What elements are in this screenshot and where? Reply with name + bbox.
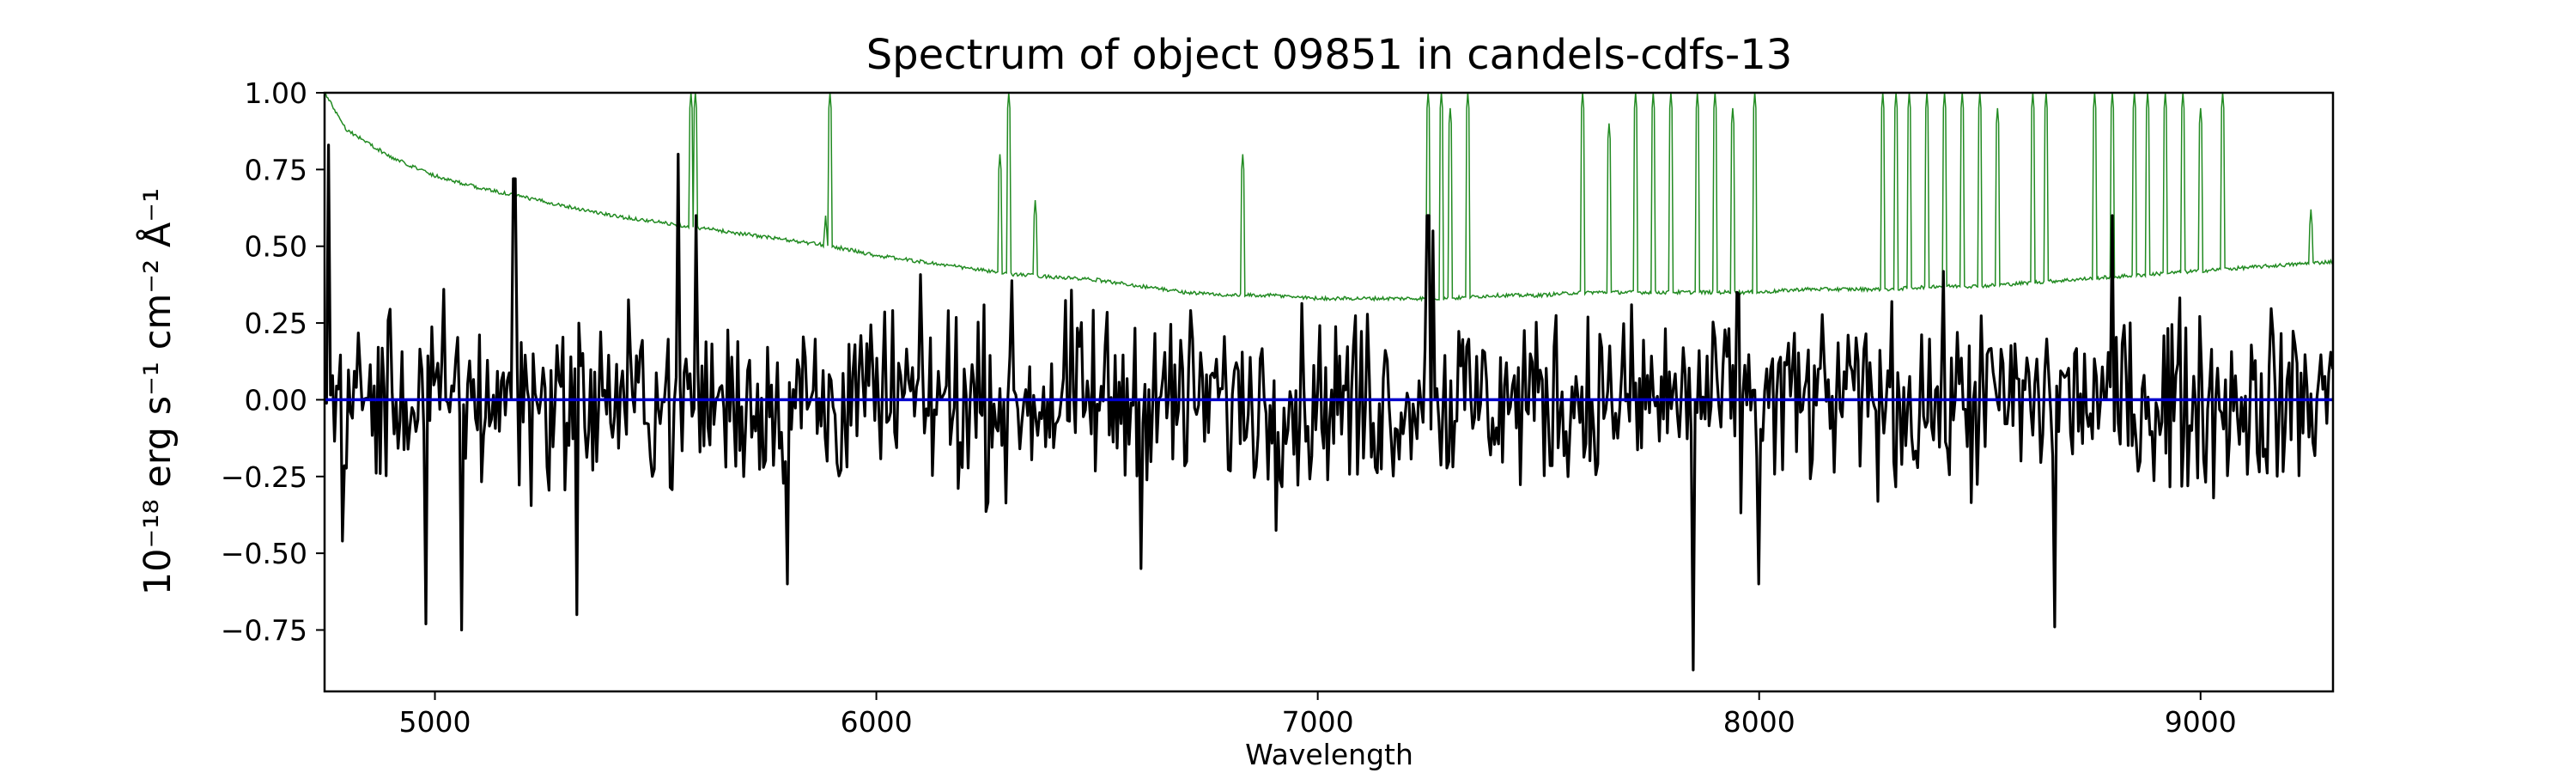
y-tick-label: 0.50 [245,230,307,264]
x-tick-label: 6000 [841,705,913,739]
x-tick-label: 9000 [2165,705,2237,739]
y-tick-label: 0.00 [245,383,307,417]
y-tick-label: 0.75 [245,153,307,186]
y-tick-label: 0.25 [245,307,307,340]
series-group [325,93,2333,672]
x-axis-label: Wavelength [1245,738,1413,771]
plot-area: 5000 6000 7000 8000 9000 −0.75 −0.50 −0.25 0.00 0… [221,76,2335,739]
x-tick-label: 8000 [1723,705,1795,739]
series-line-flux [325,143,2333,672]
y-tick-label: −0.50 [221,537,307,570]
y-tick-label: 1.00 [245,76,307,110]
plot-frame [323,91,2335,693]
y-axis-label: 10⁻¹⁸ erg s⁻¹ cm⁻² Å⁻¹ [136,188,179,595]
x-tick-label: 7000 [1282,705,1354,739]
y-tick-label: −0.75 [221,614,307,648]
chart-title: Spectrum of object 09851 in candels-cdfs… [866,31,1793,79]
series-line-error [325,93,2333,302]
y-tick-label: −0.25 [221,460,307,494]
x-tick-label: 5000 [399,705,471,739]
